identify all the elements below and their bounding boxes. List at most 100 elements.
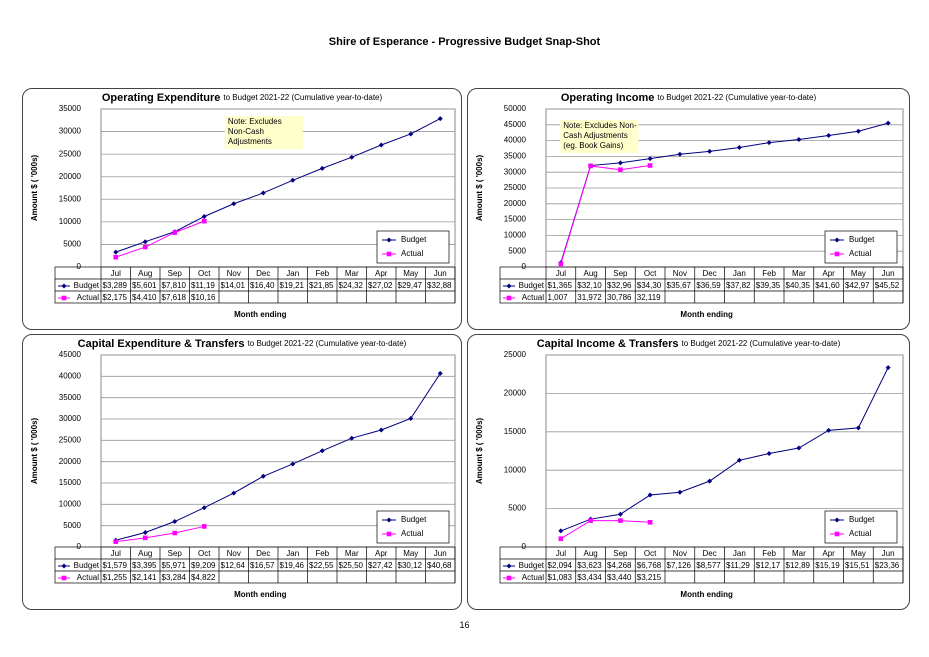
data-point [231,201,237,207]
data-point [558,536,564,541]
data-point [142,239,148,245]
legend-marker [386,531,392,537]
x-tick-label: Dec [256,269,270,278]
x-tick-label: Nov [227,549,241,558]
y-axis-label: Amount $ ( '000s) [30,154,39,221]
note-text: Adjustments [228,137,272,146]
data-point [378,142,384,148]
y-tick-label: 0 [522,542,527,551]
data-point [408,131,414,137]
legend-label: Actual [401,529,423,538]
y-tick-label: 50000 [504,104,527,113]
chart-title: Capital Income & Transfers to Budget 2021… [537,338,841,350]
x-tick-label: Aug [138,549,152,558]
legend-marker [386,251,392,257]
table-cell: $24,32 [339,281,364,290]
legend-label: Budget [401,515,427,524]
table-cell: $5,601 [132,281,157,290]
y-tick-label: 25000 [59,435,82,444]
data-point [201,505,207,511]
x-tick-label: Nov [673,269,687,278]
table-cell: $16,57 [250,561,275,570]
table-cell: $41,60 [815,281,840,290]
y-tick-label: 35000 [504,152,527,161]
table-legend-marker [506,283,512,289]
y-tick-label: 20000 [59,172,82,181]
chart-title: Capital Expenditure & Transfers to Budget… [78,338,407,350]
legend-box [824,510,898,544]
data-point [437,116,443,122]
page-title: Shire of Esperance - Progressive Budget … [328,36,601,48]
title-sub: to Budget 2021-22 (Cumulative year-to-da… [223,93,382,102]
x-tick-label: Apr [822,269,835,278]
table-legend-marker [506,295,512,301]
table-cell: $4,410 [132,293,157,302]
data-point [766,140,772,146]
y-tick-label: 20000 [504,389,527,398]
data-point [855,425,861,431]
y-tick-label: 5000 [508,504,526,513]
y-tick-label: 30000 [504,167,527,176]
data-point [260,473,266,479]
data-point [707,478,713,484]
x-tick-label: May [851,269,866,278]
note-text: Note: Excludes Non- [563,121,637,130]
legend-box [824,230,898,264]
table-cell: $25,50 [339,561,364,570]
y-tick-label: 10000 [504,465,527,474]
x-tick-label: Sep [613,549,628,558]
x-tick-label: Mar [345,549,359,558]
table-cell: $32,10 [577,281,602,290]
data-point [647,156,653,162]
x-axis-label: Month ending [234,590,287,599]
x-tick-label: Oct [644,549,657,558]
table-cell: $27,42 [368,561,393,570]
table-cell: $3,440 [607,573,632,582]
table-cell: $11,19 [191,281,215,290]
x-tick-label: Jul [556,549,566,558]
legend-label: Budget [401,235,427,244]
x-tick-label: Jun [882,269,895,278]
table-legend-marker [506,575,512,581]
y-tick-label: 15000 [59,194,82,203]
y-tick-label: 25000 [504,350,527,359]
table-cell: $15,19 [815,561,840,570]
table-cell: $2,094 [548,561,573,570]
series-line [560,520,651,540]
x-tick-label: May [403,549,418,558]
chart: Capital Expenditure & Transfers to Budget… [30,338,456,599]
data-point [766,451,772,457]
y-tick-label: 0 [77,262,82,271]
legend-label: Actual [849,529,871,538]
table-cell: 1,007 [548,293,569,302]
x-tick-label: May [403,269,418,278]
table-cell: $30,12 [398,561,423,570]
x-tick-label: Mar [792,269,806,278]
title-sub: to Budget 2021-22 (Cumulative year-to-da… [682,339,841,348]
data-point [290,461,296,467]
table-cell: $7,810 [162,281,187,290]
table-cell: $12,64 [221,561,246,570]
data-point [736,457,742,463]
x-tick-label: Jun [434,549,447,558]
table-cell: $1,255 [103,573,128,582]
table-cell: $1,083 [548,573,573,582]
x-tick-label: Dec [703,269,717,278]
title-main: Operating Income [561,92,655,104]
chart: Operating Expenditure to Budget 2021-22 (… [30,92,456,319]
data-point [408,415,414,421]
table-cell: $14,01 [221,281,246,290]
x-tick-label: Jul [111,549,121,558]
data-point [588,163,593,169]
table-cell: $23,36 [875,561,900,570]
table-cell: $5,971 [162,561,187,570]
data-point [826,427,832,433]
x-tick-label: Aug [584,549,598,558]
x-axis-label: Month ending [234,310,287,319]
data-point [558,528,564,534]
x-tick-label: Feb [762,269,776,278]
x-tick-label: Oct [644,269,657,278]
table-cell: $9,209 [191,561,216,570]
y-axis-label: Amount $ ( '000s) [475,417,484,484]
table-row-label: Budget [74,561,100,570]
